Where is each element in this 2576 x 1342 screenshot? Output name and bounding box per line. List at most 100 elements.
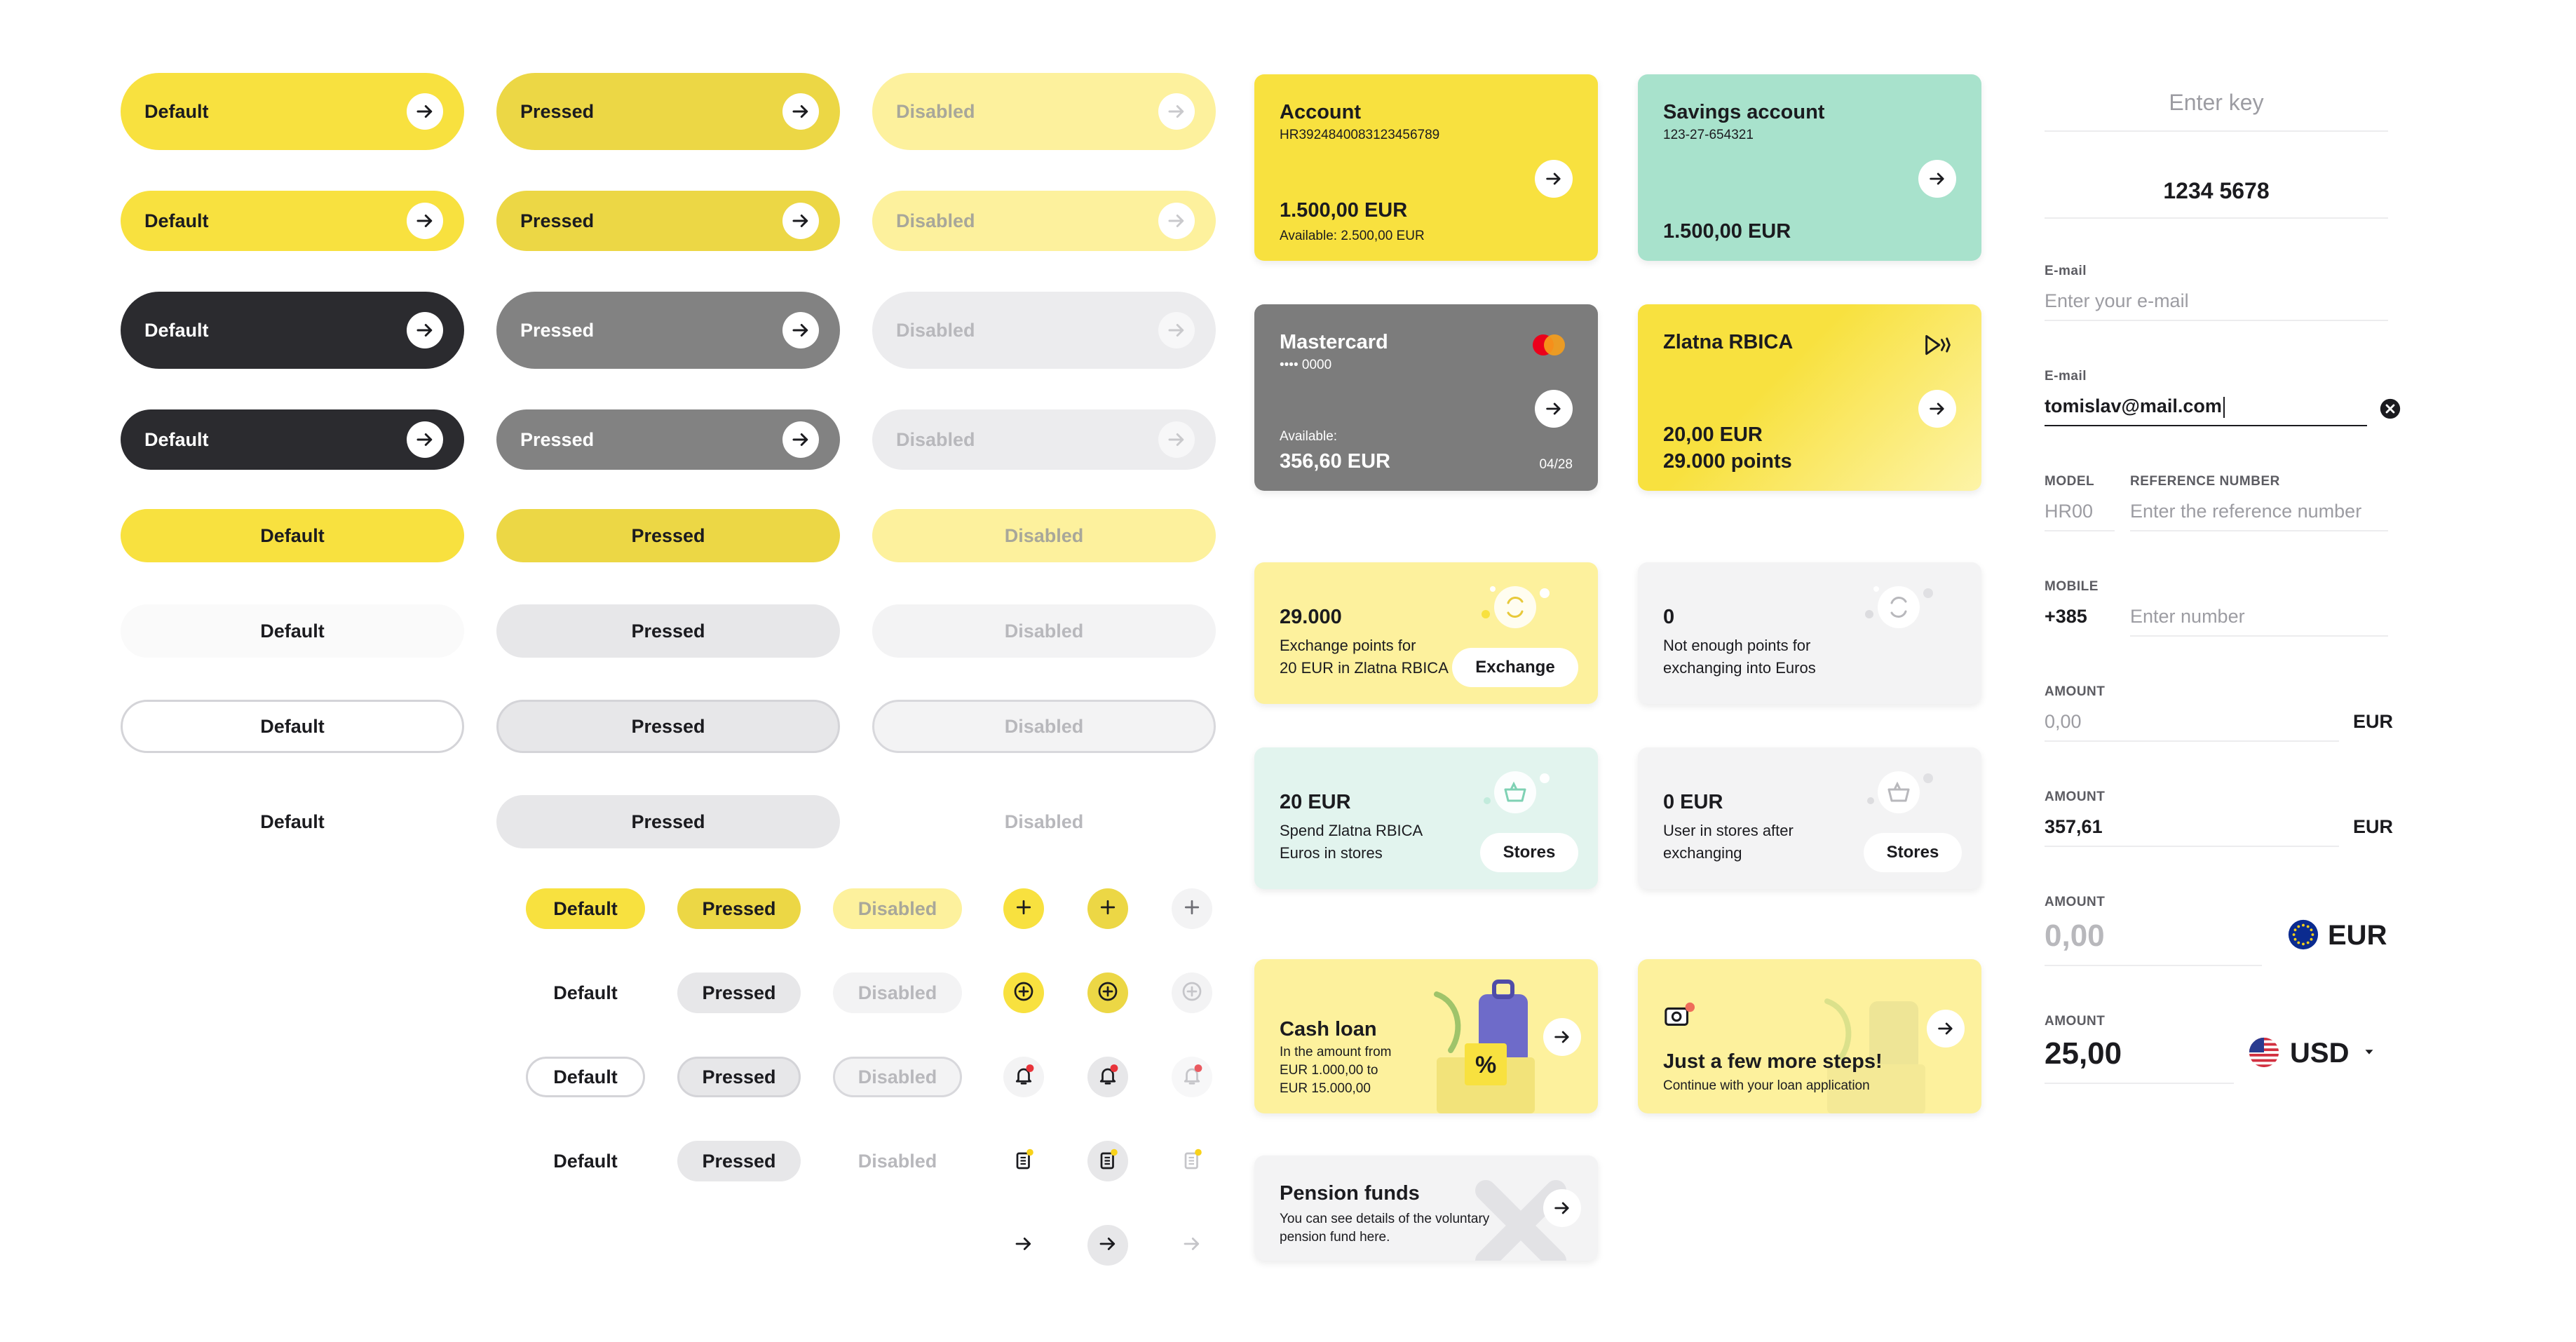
email-field-filled[interactable]: tomislav@mail.com	[2045, 395, 2225, 418]
spend-in-stores-card[interactable]: 20 EUR Spend Zlatna RBICA Euros in store…	[1254, 747, 1598, 889]
model-field[interactable]: HR00	[2045, 501, 2094, 522]
button-label: Pressed	[520, 319, 595, 341]
close-circle-icon[interactable]	[2378, 397, 2402, 424]
arrow-right-icon	[1543, 1018, 1581, 1056]
stores-button[interactable]: Stores	[1864, 833, 1962, 872]
outline-button-pressed[interactable]: Pressed	[496, 700, 840, 753]
small-text-button-default[interactable]: Default	[553, 982, 618, 1003]
spend-zero-card[interactable]: 0 EUR User in stores after exchanging St…	[1638, 747, 1981, 889]
loan-application-card[interactable]: Just a few more steps! Continue with you…	[1638, 959, 1981, 1113]
dark-button-disabled[interactable]: Disabled	[872, 409, 1216, 470]
reference-field[interactable]: Enter the reference number	[2130, 501, 2362, 522]
small-link-button-pressed[interactable]: Pressed	[677, 1141, 801, 1181]
primary-button-default[interactable]: Default	[121, 191, 464, 251]
outline-button-default[interactable]: Default	[121, 700, 464, 753]
secondary-button-default[interactable]: Default	[121, 604, 464, 658]
documents-button-disabled[interactable]	[1172, 1141, 1212, 1181]
dark-button-default[interactable]: Default	[121, 292, 464, 369]
primary-button-pressed[interactable]: Pressed	[496, 509, 840, 562]
secondary-button-disabled[interactable]: Disabled	[872, 604, 1216, 658]
loyalty-card[interactable]: Zlatna RBICA 20,00 EUR 29.000 points	[1638, 304, 1981, 491]
pension-title: Pension funds	[1280, 1182, 1420, 1205]
primary-button-default[interactable]: Default	[121, 509, 464, 562]
plus-button-disabled[interactable]	[1172, 888, 1212, 929]
small-link-button-disabled[interactable]: Disabled	[857, 1150, 937, 1172]
small-text-button-pressed[interactable]: Pressed	[677, 972, 801, 1013]
exchange-points-card[interactable]: 29.000 Exchange points for 20 EUR in Zla…	[1254, 562, 1598, 704]
stores-button[interactable]: Stores	[1480, 833, 1578, 872]
mobile-underline	[2130, 635, 2388, 637]
primary-button-default[interactable]: Default	[121, 73, 464, 150]
amount-underline	[2045, 740, 2339, 742]
primary-button-disabled[interactable]: Disabled	[872, 191, 1216, 251]
plus-button-pressed[interactable]	[1087, 888, 1128, 929]
dark-button-pressed[interactable]: Pressed	[496, 292, 840, 369]
key-input[interactable]: Enter key	[2169, 90, 2264, 115]
notifications-button-disabled[interactable]	[1172, 1057, 1212, 1097]
exchange-button[interactable]: Exchange	[1452, 648, 1578, 687]
account-card[interactable]: Account HR3924840083123456789 1.500,00 E…	[1254, 74, 1598, 261]
savings-account-card[interactable]: Savings account 123-27-654321 1.500,00 E…	[1638, 74, 1981, 261]
plus-icon	[1013, 897, 1034, 921]
plus-button-default[interactable]	[1003, 888, 1044, 929]
text-button-default[interactable]: Default	[121, 795, 464, 848]
dark-button-default[interactable]: Default	[121, 409, 464, 470]
key-input-underline	[2045, 130, 2388, 132]
documents-button-default[interactable]	[1003, 1141, 1044, 1181]
text-cursor	[2223, 396, 2225, 418]
arrow-button-pressed[interactable]	[1087, 1225, 1128, 1266]
amount-underline	[2045, 846, 2339, 847]
arrow-right-icon	[1535, 160, 1573, 198]
large-amount-field-filled[interactable]: 25,00	[2045, 1036, 2122, 1071]
arrow-button-disabled[interactable]	[1172, 1225, 1212, 1266]
amount-label: AMOUNT	[2045, 789, 2106, 804]
small-primary-button-pressed[interactable]: Pressed	[677, 888, 801, 929]
mastercard-balance: 356,60 EUR	[1280, 450, 1390, 473]
cash-loan-card[interactable]: % Cash loan In the amount from EUR 1.000…	[1254, 959, 1598, 1113]
small-primary-button-default[interactable]: Default	[526, 888, 645, 929]
currency-select[interactable]: USD	[2290, 1038, 2377, 1069]
button-label: Pressed	[520, 210, 595, 231]
text-button-disabled[interactable]: Disabled	[872, 795, 1216, 848]
small-outline-button-default[interactable]: Default	[526, 1057, 645, 1097]
pension-funds-card[interactable]: Pension funds You can see details of the…	[1254, 1155, 1598, 1261]
cash-loan-line-3: EUR 15.000,00	[1280, 1081, 1371, 1096]
loyalty-points: 29.000 points	[1663, 450, 1792, 473]
amount-field-filled[interactable]: 357,61	[2045, 816, 2103, 837]
key-value-field[interactable]: 1234 5678	[2163, 178, 2270, 203]
mobile-field[interactable]: Enter number	[2130, 606, 2245, 627]
email-field[interactable]: Enter your e-mail	[2045, 290, 2189, 311]
text-button-pressed[interactable]: Pressed	[496, 795, 840, 848]
add-circle-button-disabled[interactable]	[1172, 972, 1212, 1013]
outline-button-disabled[interactable]: Disabled	[872, 700, 1216, 753]
dark-button-pressed[interactable]: Pressed	[496, 409, 840, 470]
arrow-button-default[interactable]	[1003, 1225, 1044, 1266]
dark-button-disabled[interactable]: Disabled	[872, 292, 1216, 369]
add-circle-button-default[interactable]	[1003, 972, 1044, 1013]
not-enough-points-card[interactable]: 0 Not enough points for exchanging into …	[1638, 562, 1981, 704]
large-amount-currency[interactable]: EUR	[2328, 920, 2387, 951]
primary-button-pressed[interactable]: Pressed	[496, 191, 840, 251]
primary-button-disabled[interactable]: Disabled	[872, 509, 1216, 562]
mastercard-logo-icon	[1528, 331, 1570, 359]
mobile-prefix[interactable]: +385	[2045, 606, 2087, 627]
primary-button-pressed[interactable]: Pressed	[496, 73, 840, 150]
notifications-button-default[interactable]	[1003, 1057, 1044, 1097]
primary-button-disabled[interactable]: Disabled	[872, 73, 1216, 150]
spend-line-1: Spend Zlatna RBICA	[1280, 822, 1423, 839]
email-label: E-mail	[2045, 264, 2087, 278]
small-outline-button-disabled[interactable]: Disabled	[833, 1057, 962, 1097]
notifications-button-pressed[interactable]	[1087, 1057, 1128, 1097]
button-label: Pressed	[631, 620, 705, 642]
amount-field[interactable]: 0,00	[2045, 711, 2082, 732]
add-circle-button-pressed[interactable]	[1087, 972, 1128, 1013]
documents-button-pressed[interactable]	[1087, 1141, 1128, 1181]
small-link-button-default[interactable]: Default	[553, 1150, 618, 1172]
small-text-button-disabled[interactable]: Disabled	[833, 972, 962, 1013]
mastercard-card[interactable]: Mastercard •••• 0000 Available: 356,60 E…	[1254, 304, 1598, 491]
button-label: Disabled	[1004, 715, 1084, 737]
small-outline-button-pressed[interactable]: Pressed	[677, 1057, 801, 1097]
secondary-button-pressed[interactable]: Pressed	[496, 604, 840, 658]
large-amount-field[interactable]: 0,00	[2045, 919, 2105, 953]
small-primary-button-disabled[interactable]: Disabled	[833, 888, 962, 929]
